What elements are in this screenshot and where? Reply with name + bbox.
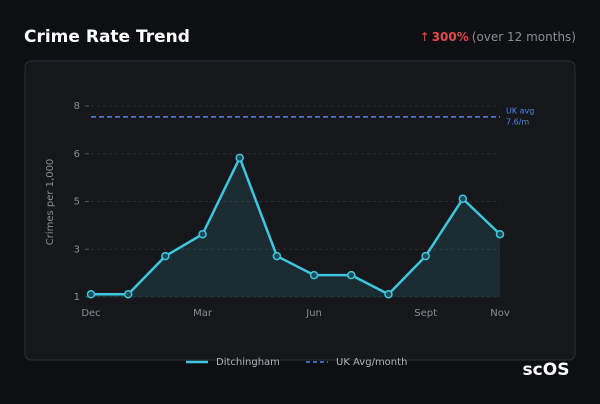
y-tick-label: 5	[74, 197, 80, 208]
x-tick-label: Mar	[193, 308, 213, 319]
data-point	[123, 290, 133, 299]
y-axis-label: Crimes per 1,000	[45, 159, 56, 246]
y-tick-label: 8	[74, 101, 80, 112]
x-tick-label: Jun	[305, 308, 322, 319]
data-point	[161, 251, 170, 261]
change-summary: ↑ 300% (over 12 months)	[420, 30, 576, 44]
data-point	[495, 229, 505, 239]
data-point	[272, 251, 282, 261]
data-point	[421, 251, 430, 261]
x-tick-label: Dec	[81, 308, 100, 319]
chart-panel	[24, 60, 576, 361]
data-point	[198, 229, 207, 239]
change-note: (over 12 months)	[472, 30, 576, 44]
data-point	[384, 290, 393, 299]
change-value: 300%	[432, 30, 469, 44]
x-tick-label: Nov	[490, 308, 510, 319]
reference-label: UK avg	[506, 106, 534, 115]
x-tick-label: Sept	[414, 308, 437, 319]
data-point	[347, 270, 356, 280]
data-point	[309, 270, 319, 280]
y-tick-label: 1	[74, 292, 80, 303]
y-tick-label: 3	[74, 244, 80, 255]
change-arrow: ↑	[420, 30, 430, 44]
data-point	[235, 153, 244, 163]
series-area	[91, 157, 500, 297]
logo: scOS	[523, 360, 570, 380]
legend-label: UK Avg/month	[336, 357, 407, 368]
reference-label: 7.6/m	[506, 117, 529, 126]
y-tick-label: 6	[74, 149, 80, 160]
legend-label: Ditchingham	[216, 357, 280, 368]
series-line	[91, 156, 501, 296]
page-title: Crime Rate Trend	[24, 27, 190, 47]
data-point	[458, 194, 468, 204]
data-point	[86, 290, 96, 299]
